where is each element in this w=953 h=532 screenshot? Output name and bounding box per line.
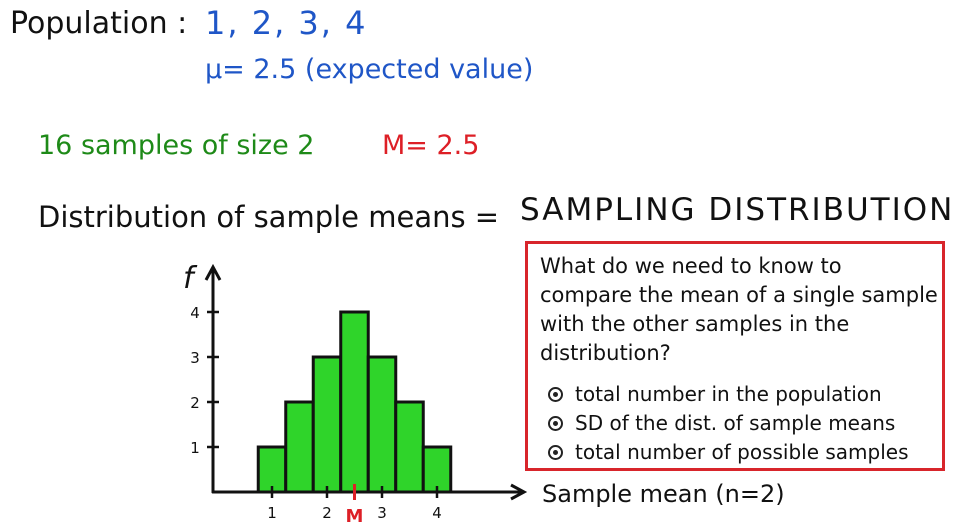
radio-bullet-icon[interactable]	[548, 444, 563, 460]
y-tick-label: 4	[190, 304, 200, 322]
histogram-bar	[394, 400, 425, 494]
y-axis-arrow-icon	[204, 263, 222, 281]
x-axis-arrow-icon	[510, 483, 528, 501]
question-box: What do we need to know to compare the m…	[525, 241, 945, 471]
x-axis-label: Sample mean (n=2)	[542, 480, 785, 508]
x-tick-label: 4	[432, 504, 442, 522]
option-label: total number in the population	[575, 382, 882, 406]
y-axis-label: f	[183, 261, 198, 296]
option-label: SD of the dist. of sample means	[575, 411, 896, 435]
y-tick-label: 3	[190, 349, 200, 367]
sample-mean-value: M= 2.5	[382, 130, 480, 161]
option-item[interactable]: SD of the dist. of sample means	[548, 411, 895, 435]
option-item[interactable]: total number in the population	[548, 382, 882, 406]
y-tick-label: 1	[190, 439, 200, 457]
histogram-bar	[339, 310, 370, 494]
population-values: 1, 2, 3, 4	[205, 4, 368, 42]
expected-value-line: μ= 2.5 (expected value)	[205, 54, 534, 85]
radio-bullet-icon[interactable]	[548, 386, 563, 402]
radio-bullet-icon[interactable]	[548, 415, 563, 431]
histogram-bar	[284, 400, 315, 494]
x-tick-label: 2	[322, 504, 332, 522]
option-item[interactable]: total number of possible samples	[548, 440, 909, 464]
x-tick-label: 1	[267, 504, 277, 522]
y-tick-label: 2	[190, 394, 200, 412]
population-label: Population :	[10, 6, 188, 41]
sampling-distribution-title: SAMPLING DISTRIBUTION	[520, 192, 953, 228]
samples-count-text: 16 samples of size 2	[38, 130, 315, 161]
histogram-bar	[311, 355, 343, 494]
mean-marker-label: M	[346, 506, 364, 527]
option-label: total number of possible samples	[575, 440, 909, 464]
histogram-bar	[421, 445, 453, 494]
x-tick-label: 3	[377, 504, 387, 522]
histogram-bar	[256, 445, 288, 494]
histogram-bar	[366, 355, 398, 494]
question-text: What do we need to know to compare the m…	[540, 254, 938, 365]
distribution-heading: Distribution of sample means =	[38, 200, 500, 234]
